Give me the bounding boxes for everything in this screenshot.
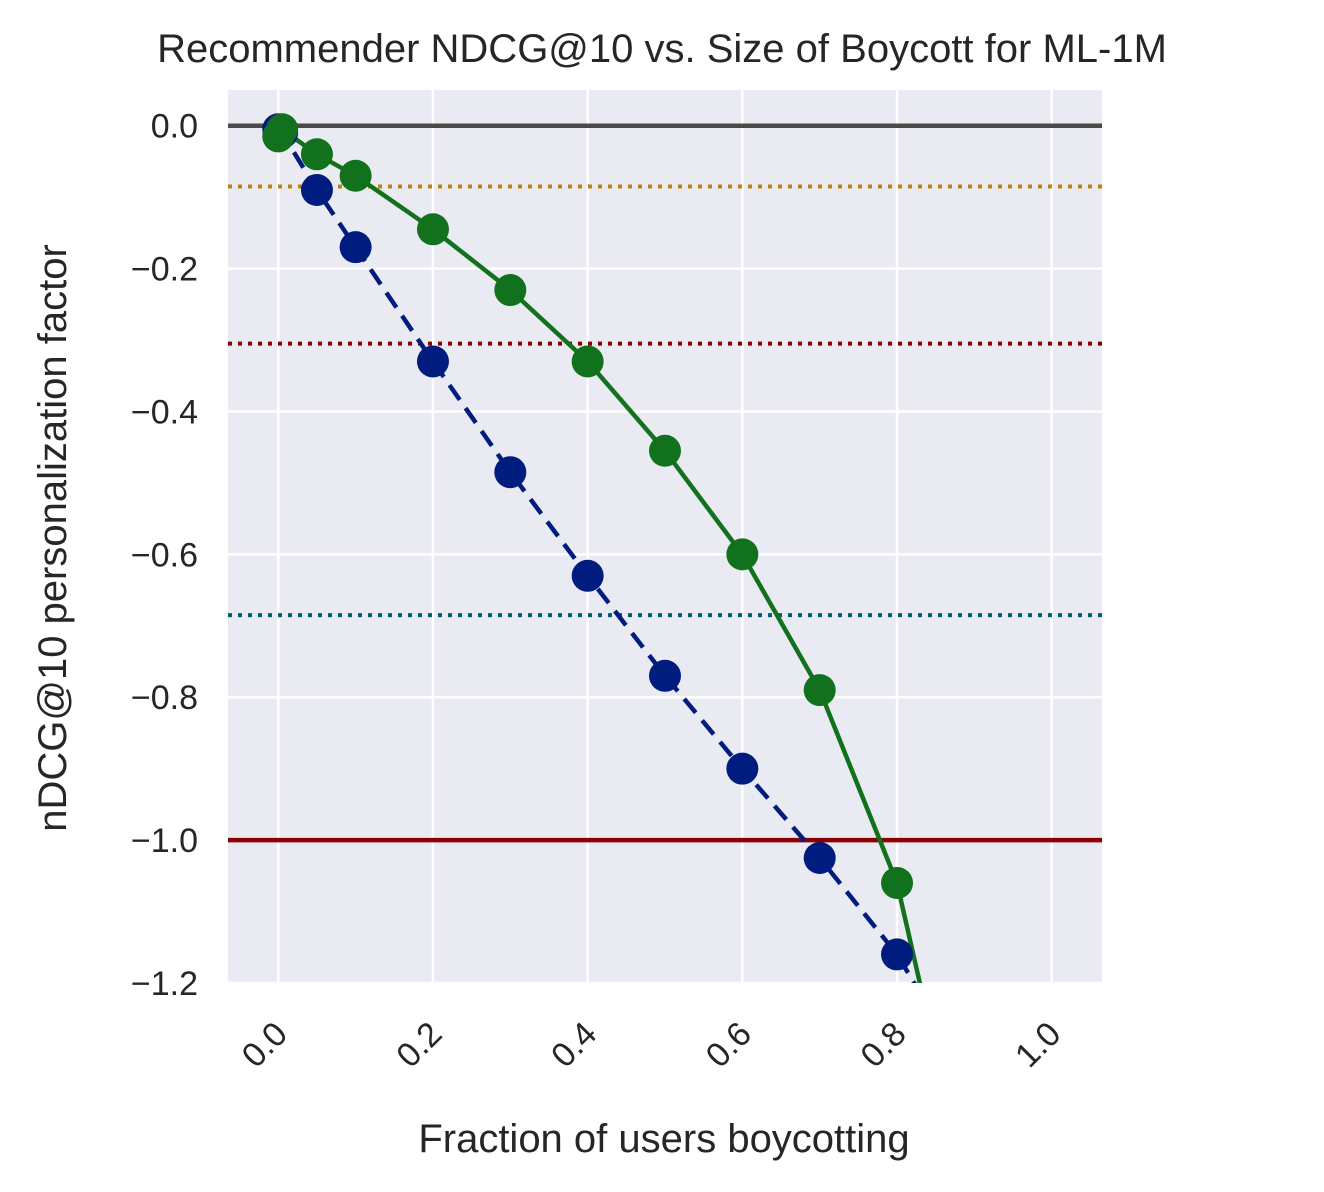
x-tick-label: 0.0 — [235, 1015, 295, 1075]
series-1-point — [571, 559, 604, 592]
series-1-point — [649, 659, 681, 692]
series-2-point — [266, 113, 299, 146]
y-tick-label: 0.0 — [151, 108, 198, 146]
series-2-point — [803, 674, 836, 707]
series-lines — [262, 113, 923, 983]
series-2-point — [494, 274, 527, 307]
series-2-point — [339, 159, 372, 192]
tick-labels: 0.0 0.2 0.4 0.6 0.8 1.0 0.0 −0.2 −0.4 −0.6 −0.8 −1.… — [131, 108, 1068, 1075]
y-tick-label: −0.6 — [131, 536, 198, 574]
series-1-point — [881, 938, 914, 971]
y-tick-label: −0.2 — [131, 251, 198, 289]
series-1-point — [803, 841, 836, 874]
series-2-point — [416, 213, 449, 246]
series-2-point — [726, 538, 759, 571]
series-1-point — [416, 345, 449, 378]
series-1-point — [494, 456, 527, 489]
x-tick-label: 1.0 — [1008, 1015, 1068, 1075]
series-2-point — [649, 434, 681, 467]
reference-lines — [228, 123, 1102, 843]
series-2-point — [300, 138, 333, 171]
y-tick-label: −1.0 — [131, 822, 198, 860]
y-axis-label: nDCG@10 personalization factor — [31, 244, 75, 832]
x-tick-label: 0.8 — [853, 1015, 913, 1075]
series-1-point — [339, 231, 372, 264]
y-tick-label: −1.2 — [131, 965, 198, 1003]
series-1-point — [726, 752, 759, 785]
x-axis-label: Fraction of users boycotting — [418, 1117, 909, 1161]
x-tick-label: 0.6 — [699, 1015, 759, 1075]
x-tick-label: 0.4 — [544, 1015, 604, 1075]
series-1-point — [300, 174, 333, 207]
y-tick-label: −0.8 — [131, 679, 198, 717]
x-tick-label: 0.2 — [389, 1015, 449, 1075]
series-2-point — [881, 866, 914, 899]
series-2-point — [571, 345, 604, 378]
plot-background — [228, 90, 1102, 983]
y-tick-label: −0.4 — [131, 393, 198, 431]
chart-title: Recommender NDCG@10 vs. Size of Boycott … — [157, 27, 1167, 71]
